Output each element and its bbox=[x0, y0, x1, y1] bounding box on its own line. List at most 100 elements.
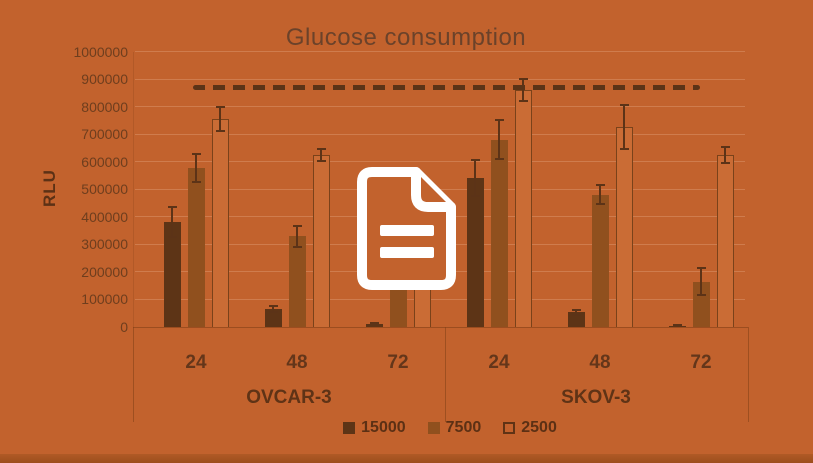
y-axis-line bbox=[133, 51, 134, 327]
y-axis-tick-label: 500000 bbox=[81, 181, 128, 198]
legend-swatch-2500 bbox=[503, 422, 516, 434]
error-bar-cap bbox=[292, 245, 302, 248]
error-bar-cap bbox=[369, 324, 379, 327]
error-bar-cap bbox=[720, 145, 730, 148]
gridline bbox=[135, 78, 745, 80]
error-bar-cap bbox=[470, 159, 480, 162]
legend-swatch-15000 bbox=[343, 422, 356, 434]
bar bbox=[288, 236, 306, 327]
error-bar-cap bbox=[672, 323, 682, 326]
y-axis-tick-label: 300000 bbox=[81, 236, 128, 253]
y-axis-tick-label: 0 bbox=[120, 319, 128, 335]
x-axis-group-label: OVCAR-3 bbox=[246, 387, 332, 408]
y-axis-tick-label: 200000 bbox=[81, 263, 128, 280]
bar bbox=[490, 139, 508, 327]
legend: 15000 7500 2500 bbox=[90, 417, 810, 439]
error-bar bbox=[623, 105, 625, 150]
legend-item-15000: 15000 bbox=[343, 419, 406, 437]
category-separator bbox=[748, 327, 749, 422]
error-bar-cap bbox=[619, 148, 629, 151]
error-bar-cap bbox=[268, 311, 278, 314]
gridline bbox=[135, 298, 745, 300]
error-bar-cap bbox=[696, 267, 706, 270]
x-axis-time-label: 72 bbox=[690, 352, 712, 373]
error-bar bbox=[320, 148, 322, 161]
y-axis-tick-label: 600000 bbox=[81, 153, 128, 170]
error-bar bbox=[599, 185, 601, 205]
error-bar bbox=[373, 323, 375, 326]
gridline bbox=[135, 106, 745, 108]
y-axis-tick-label: 900000 bbox=[81, 71, 128, 88]
error-bar bbox=[474, 160, 476, 197]
error-bar-cap bbox=[191, 152, 201, 155]
x-axis-time-label: 48 bbox=[286, 352, 308, 373]
legend-item-7500: 7500 bbox=[427, 419, 482, 437]
document-fold-corner bbox=[411, 167, 456, 212]
chart-title: Glucose consumption bbox=[285, 24, 527, 51]
bar bbox=[716, 154, 734, 327]
y-axis-tick-label: 700000 bbox=[81, 126, 128, 143]
error-bar bbox=[522, 79, 524, 102]
x-axis-time-label: 24 bbox=[185, 352, 207, 373]
legend-label-15000: 15000 bbox=[361, 419, 406, 436]
error-bar-cap bbox=[369, 322, 379, 325]
category-separator bbox=[133, 327, 134, 422]
error-bar-cap bbox=[619, 104, 629, 107]
error-bar-cap bbox=[292, 224, 302, 227]
error-bar-cap bbox=[672, 325, 682, 328]
bar bbox=[514, 90, 532, 327]
gridline bbox=[135, 133, 745, 135]
y-axis-tick-label: 400000 bbox=[81, 208, 128, 225]
legend-label-7500: 7500 bbox=[445, 419, 482, 436]
error-bar-cap bbox=[595, 203, 605, 206]
error-bar-cap bbox=[720, 162, 730, 165]
error-bar-cap bbox=[167, 206, 177, 209]
error-bar bbox=[498, 120, 500, 159]
bar bbox=[264, 309, 282, 327]
x-axis-time-label: 24 bbox=[488, 352, 510, 373]
bar bbox=[692, 281, 710, 327]
error-bar-cap bbox=[470, 195, 480, 198]
error-bar-cap bbox=[167, 236, 177, 239]
bar bbox=[466, 178, 484, 327]
bottom-edge-band bbox=[0, 454, 813, 463]
error-bar-cap bbox=[571, 313, 581, 316]
y-axis-tick-label: 800000 bbox=[81, 98, 128, 115]
error-bar-cap bbox=[316, 159, 326, 162]
bar bbox=[591, 194, 609, 327]
error-bar-cap bbox=[494, 119, 504, 122]
gridline bbox=[135, 51, 745, 52]
error-bar bbox=[296, 225, 298, 247]
error-bar-cap bbox=[191, 180, 201, 183]
gridline bbox=[135, 161, 745, 163]
error-bar-cap bbox=[696, 293, 706, 296]
bar bbox=[211, 118, 229, 327]
bar bbox=[389, 285, 407, 327]
x-axis-line bbox=[133, 326, 748, 328]
error-bar-cap bbox=[215, 105, 225, 108]
y-axis-tick-label: 100000 bbox=[81, 291, 128, 308]
error-bar-cap bbox=[268, 304, 278, 307]
error-bar-cap bbox=[595, 184, 605, 187]
bar bbox=[312, 154, 330, 327]
reference-line bbox=[193, 84, 700, 90]
legend-label-2500: 2500 bbox=[521, 419, 557, 436]
error-bar bbox=[195, 153, 197, 182]
error-bar bbox=[171, 207, 173, 238]
error-bar bbox=[575, 310, 577, 315]
error-bar-cap bbox=[494, 157, 504, 160]
error-bar bbox=[219, 106, 221, 132]
legend-swatch-7500 bbox=[427, 422, 440, 434]
x-axis-group-label: SKOV-3 bbox=[561, 387, 631, 408]
x-axis-time-label: 72 bbox=[387, 352, 409, 373]
x-axis-time-label: 48 bbox=[589, 352, 611, 373]
document-icon[interactable] bbox=[350, 160, 465, 295]
bar bbox=[187, 167, 205, 327]
error-bar-cap bbox=[518, 78, 528, 81]
error-bar-cap bbox=[571, 309, 581, 312]
document-text-line-1 bbox=[380, 225, 434, 236]
bar bbox=[163, 222, 181, 327]
error-bar bbox=[272, 305, 274, 313]
error-bar-cap bbox=[316, 147, 326, 150]
